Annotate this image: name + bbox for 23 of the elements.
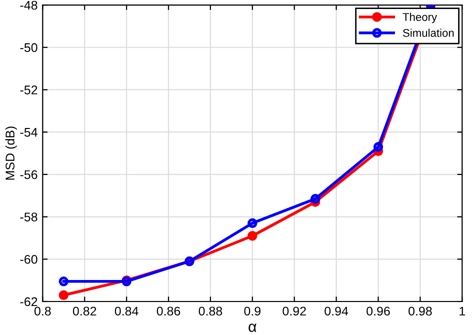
y-tick-label: -52 bbox=[20, 86, 38, 94]
y-tick-label: -58 bbox=[20, 212, 38, 222]
y-tick-label: -62 bbox=[20, 297, 38, 306]
x-tick-label: 0.94 bbox=[324, 306, 348, 316]
x-tick-label: 0.82 bbox=[72, 306, 96, 316]
x-tick-label: 0.84 bbox=[114, 306, 138, 316]
y-tick-label: -50 bbox=[20, 43, 38, 52]
x-tick-label: 0.9 bbox=[244, 306, 260, 316]
x-tick-label: 0.98 bbox=[408, 306, 432, 316]
legend-label: Theory bbox=[402, 12, 438, 24]
y-axis-title: MSD (dB) bbox=[5, 126, 17, 180]
x-tick-label: 0.8 bbox=[34, 306, 51, 316]
legend-label: Simulation bbox=[403, 28, 454, 37]
y-tick-label: -56 bbox=[20, 170, 38, 180]
y-tick-label: -48 bbox=[20, 0, 38, 10]
x-tick-label: 1 bbox=[460, 306, 466, 316]
x-tick-label: 0.92 bbox=[282, 306, 306, 316]
x-tick-label: 0.88 bbox=[198, 306, 222, 316]
y-tick-label: -54 bbox=[20, 128, 38, 137]
x-tick-label: 0.86 bbox=[156, 306, 180, 316]
x-axis-title: α bbox=[248, 324, 256, 332]
y-tick-label: -60 bbox=[20, 254, 38, 264]
x-tick-label: 0.96 bbox=[366, 306, 390, 316]
